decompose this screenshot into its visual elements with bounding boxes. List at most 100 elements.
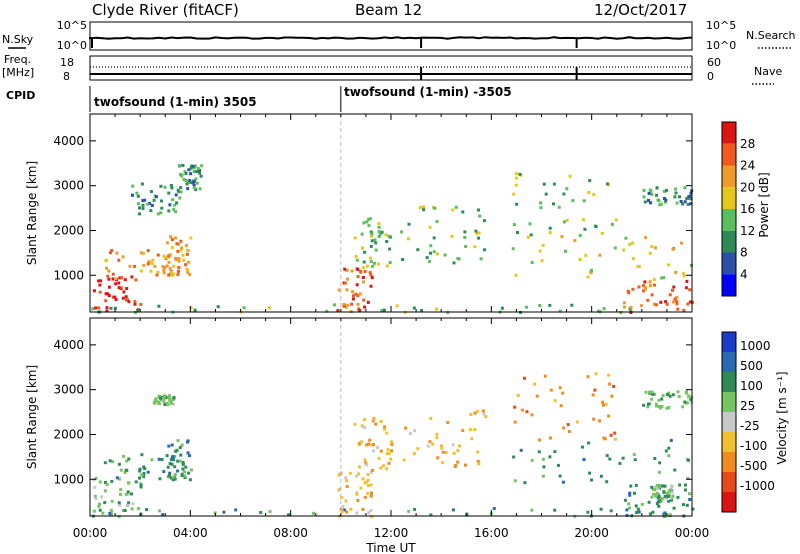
velocity-cell	[516, 393, 520, 397]
power-cell	[361, 246, 364, 250]
nsearch-label: N.Search	[746, 29, 796, 42]
power-cell	[174, 258, 178, 262]
velocity-cell	[672, 506, 676, 510]
velocity-cell	[94, 497, 98, 501]
velocity-cell	[670, 485, 673, 489]
velocity-cell	[476, 450, 480, 454]
power-cell	[362, 260, 366, 264]
velocity-cell	[131, 502, 135, 506]
velocity-cell	[370, 443, 374, 447]
power-cell	[643, 280, 647, 284]
power-cell	[436, 252, 439, 256]
power-cell	[141, 203, 145, 207]
nsearch-tick-top: 10^5	[706, 19, 736, 32]
power-cell	[425, 256, 429, 260]
velocity-cell	[103, 481, 107, 484]
power-cell	[374, 248, 378, 252]
velocity-cell	[105, 483, 109, 486]
power-cell	[351, 290, 355, 294]
velocity-cell	[178, 446, 182, 449]
velocity-cell	[93, 485, 97, 489]
velocity-cell	[484, 415, 488, 418]
power-cell	[353, 236, 357, 240]
velocity-cell	[681, 405, 685, 409]
velocity-cell	[605, 480, 609, 484]
velocity-cell	[602, 403, 605, 407]
velocity-cell	[426, 444, 430, 448]
velocity-cell	[608, 457, 612, 461]
power-cell	[365, 264, 369, 268]
velocity-cell	[634, 483, 638, 487]
power-cell	[104, 292, 108, 296]
velocity-cell	[653, 494, 657, 497]
power-cell	[216, 305, 220, 309]
velocity-cell	[130, 492, 134, 496]
velocity-cell	[162, 399, 166, 403]
power-cell	[681, 202, 684, 206]
power-cell	[178, 196, 182, 200]
velocity-cell	[599, 507, 603, 511]
velocity-scatter-cells	[91, 318, 695, 518]
velocity-cell	[338, 487, 342, 491]
velocity-cell	[340, 471, 344, 475]
velocity-cell	[684, 488, 687, 492]
velocity-cell	[663, 484, 667, 488]
velocity-cell	[161, 513, 165, 517]
power-cell	[624, 236, 628, 240]
power-cell	[643, 285, 647, 289]
velocity-cell	[671, 494, 675, 498]
power-cell	[193, 166, 196, 170]
velocity-cell	[125, 459, 129, 463]
power-cell	[463, 236, 467, 239]
power-cell	[674, 271, 678, 274]
velocity-cell	[523, 376, 526, 380]
power-cell	[541, 243, 545, 247]
velocity-cell	[648, 390, 651, 394]
velocity-cell	[651, 510, 655, 514]
velocity-cell	[379, 420, 383, 423]
power-cell	[189, 166, 193, 170]
velocity-cell	[366, 484, 370, 487]
velocity-cell	[458, 444, 461, 448]
velocity-cell	[632, 453, 636, 457]
velocity-cell	[101, 511, 105, 515]
power-cell	[117, 281, 121, 285]
power-cell	[652, 278, 656, 282]
power-cell	[370, 234, 373, 238]
power-cell	[369, 230, 373, 234]
velocity-colorbar-swatch	[722, 352, 736, 372]
power-cell	[369, 260, 373, 264]
velocity-cell	[541, 474, 545, 478]
velocity-colorbar-swatch	[722, 372, 736, 392]
power-cell	[526, 235, 530, 239]
velocity-cell	[363, 418, 367, 421]
velocity-cell	[686, 476, 690, 480]
velocity-cell	[601, 400, 605, 404]
power-cell	[443, 253, 447, 257]
velocity-cell	[689, 400, 693, 404]
power-colorbar-frame	[721, 121, 737, 297]
velocity-ytick-label: 4000	[53, 338, 84, 352]
power-cell	[388, 261, 392, 265]
power-cell	[512, 223, 516, 227]
velocity-cell	[561, 480, 565, 484]
velocity-cell	[439, 444, 443, 448]
power-cell	[122, 290, 126, 294]
velocity-cell	[605, 454, 609, 458]
power-cell	[170, 186, 174, 190]
velocity-cell	[637, 510, 641, 514]
power-cell	[159, 184, 163, 188]
power-cell	[189, 180, 193, 184]
velocity-cell	[389, 457, 393, 461]
power-cell	[368, 217, 372, 221]
velocity-cell	[344, 499, 348, 503]
power-cell	[369, 244, 373, 248]
velocity-cell	[136, 507, 140, 511]
power-cell	[115, 251, 119, 255]
velocity-cell	[435, 436, 439, 440]
power-cell	[511, 247, 515, 251]
power-cell	[121, 255, 125, 259]
power-cell	[642, 188, 646, 192]
velocity-cell	[683, 400, 687, 404]
velocity-cell	[613, 437, 617, 441]
